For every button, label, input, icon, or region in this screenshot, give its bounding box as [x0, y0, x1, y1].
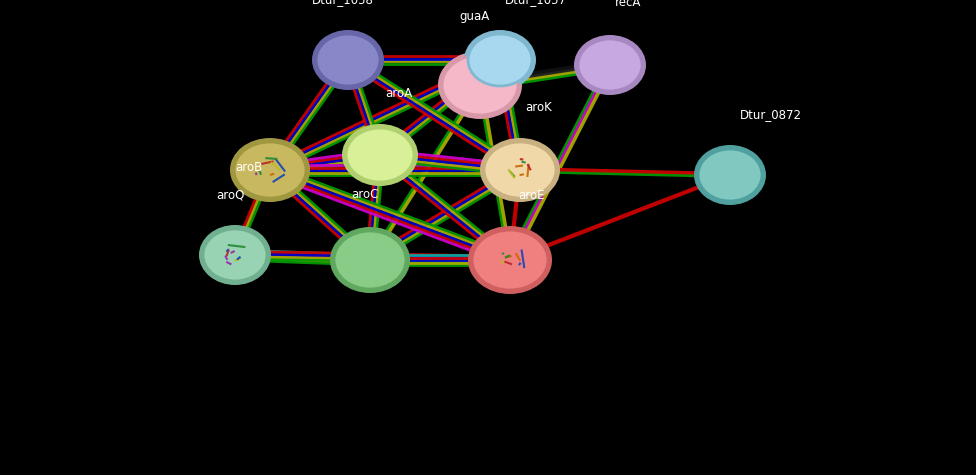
Ellipse shape — [334, 231, 406, 289]
Ellipse shape — [574, 35, 646, 95]
Ellipse shape — [468, 226, 552, 294]
Ellipse shape — [698, 149, 762, 201]
Text: Dtur_0872: Dtur_0872 — [740, 108, 802, 121]
Text: guaA: guaA — [460, 10, 490, 23]
Text: aroA: aroA — [385, 87, 412, 100]
Ellipse shape — [203, 229, 267, 281]
Ellipse shape — [330, 227, 410, 293]
Text: aroB: aroB — [235, 161, 262, 174]
Text: recA: recA — [615, 0, 641, 9]
Ellipse shape — [578, 39, 642, 91]
Ellipse shape — [468, 34, 532, 86]
Ellipse shape — [316, 34, 380, 86]
Ellipse shape — [464, 30, 536, 90]
Ellipse shape — [346, 128, 414, 182]
Ellipse shape — [694, 145, 766, 205]
Ellipse shape — [442, 55, 518, 115]
Ellipse shape — [312, 30, 384, 90]
Ellipse shape — [342, 124, 418, 186]
Ellipse shape — [480, 138, 560, 202]
Text: Dtur_1057: Dtur_1057 — [505, 0, 567, 6]
Ellipse shape — [230, 138, 310, 202]
Text: aroQ: aroQ — [216, 188, 244, 201]
Ellipse shape — [472, 230, 548, 290]
Ellipse shape — [199, 225, 271, 285]
Text: Dtur_1058: Dtur_1058 — [312, 0, 374, 6]
Text: aroE: aroE — [518, 189, 545, 202]
Ellipse shape — [234, 142, 306, 198]
Ellipse shape — [438, 51, 522, 119]
Text: aroC: aroC — [351, 188, 379, 201]
Ellipse shape — [484, 142, 556, 198]
Text: aroK: aroK — [525, 101, 551, 114]
